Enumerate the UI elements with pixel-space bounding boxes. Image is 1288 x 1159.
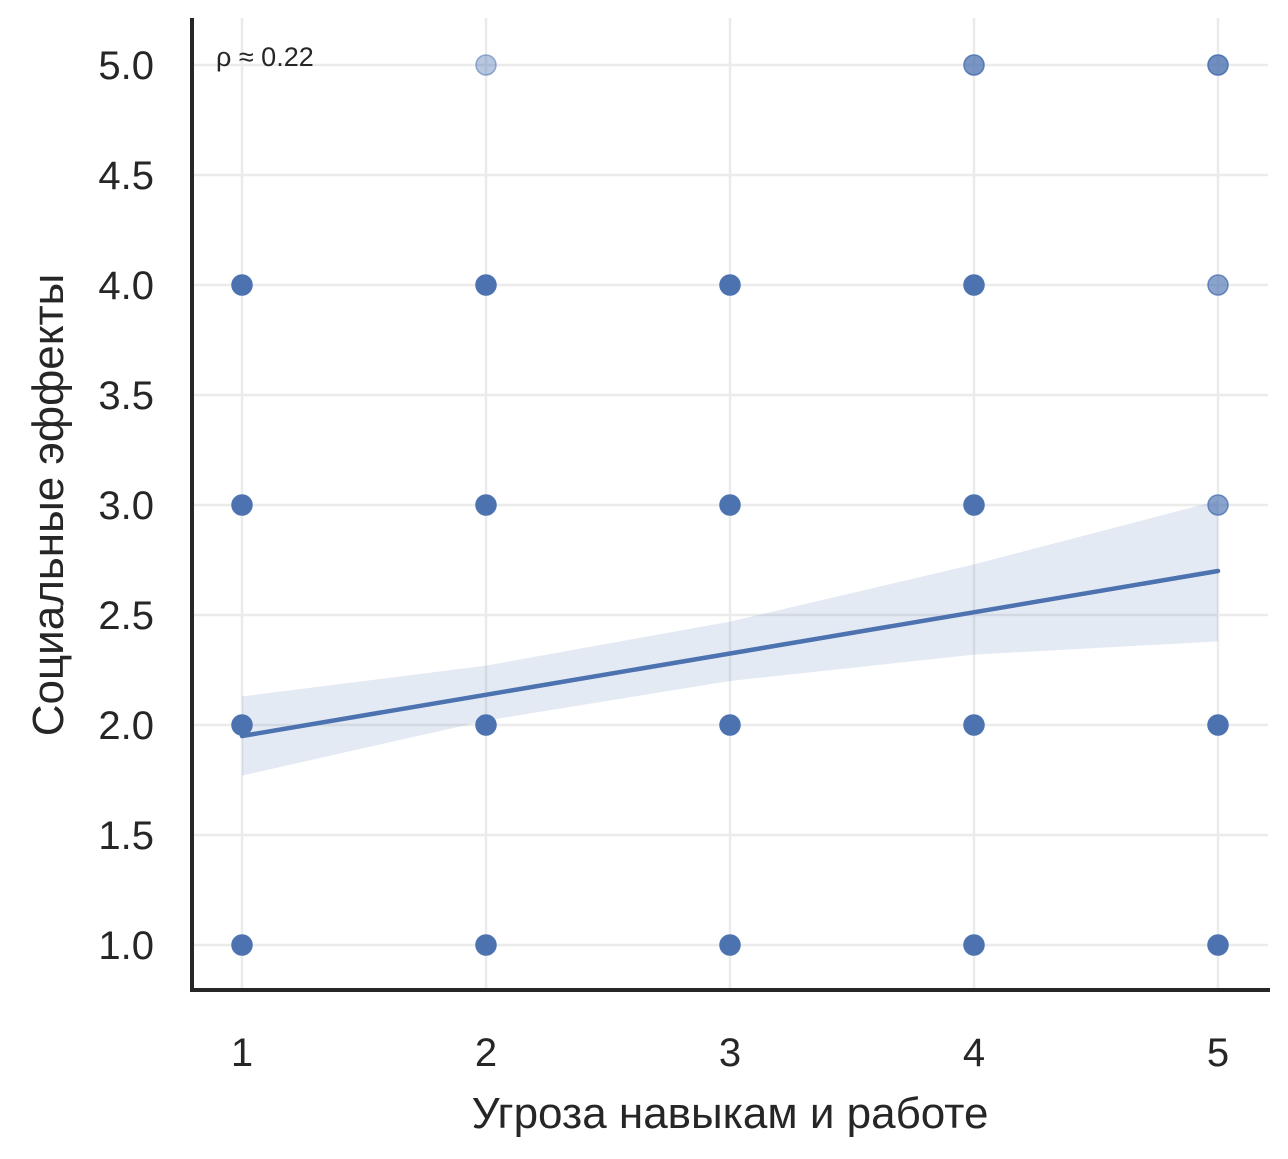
data-point <box>963 54 985 76</box>
data-point <box>231 934 253 956</box>
y-tick-labels: 1.0 1.5 2.0 2.5 3.0 3.5 4.0 4.5 5.0 <box>98 44 154 968</box>
data-points <box>231 54 1229 956</box>
data-point <box>963 494 985 516</box>
data-point <box>719 714 741 736</box>
y-tick-label: 1.5 <box>98 814 154 858</box>
data-point <box>1207 714 1229 736</box>
axes-spines <box>190 18 1270 992</box>
data-point <box>963 274 985 296</box>
data-point <box>231 274 253 296</box>
data-point <box>963 934 985 956</box>
x-tick-labels: 1 2 3 4 5 <box>231 1031 1229 1075</box>
data-point <box>1207 934 1229 956</box>
data-point <box>231 714 253 736</box>
y-tick-label: 2.5 <box>98 594 154 638</box>
data-point <box>719 274 741 296</box>
data-point <box>719 494 741 516</box>
y-tick-label: 1.0 <box>98 924 154 968</box>
data-point <box>719 934 741 956</box>
y-tick-label: 4.0 <box>98 264 154 308</box>
x-tick-label: 4 <box>963 1031 985 1075</box>
data-point <box>231 494 253 516</box>
y-axis-label: Социальные эффекты <box>24 274 73 737</box>
correlation-annotation: ρ ≈ 0.22 <box>216 42 314 72</box>
x-tick-label: 3 <box>719 1031 741 1075</box>
data-point <box>475 274 497 296</box>
data-point <box>475 714 497 736</box>
data-point <box>963 714 985 736</box>
x-axis-label: Угроза навыкам и работе <box>472 1089 989 1138</box>
data-point <box>475 494 497 516</box>
y-tick-label: 3.5 <box>98 374 154 418</box>
y-tick-label: 3.0 <box>98 484 154 528</box>
confidence-band <box>242 500 1218 776</box>
x-tick-label: 1 <box>231 1031 253 1075</box>
y-tick-label: 5.0 <box>98 44 154 88</box>
y-tick-label: 2.0 <box>98 704 154 748</box>
x-tick-label: 5 <box>1207 1031 1229 1075</box>
data-point <box>475 934 497 956</box>
data-point <box>1207 274 1229 296</box>
data-point <box>1207 494 1229 516</box>
data-point <box>1207 54 1229 76</box>
regression-line <box>239 568 1221 739</box>
x-tick-label: 2 <box>475 1031 497 1075</box>
y-tick-label: 4.5 <box>98 154 154 198</box>
data-point <box>475 54 497 76</box>
